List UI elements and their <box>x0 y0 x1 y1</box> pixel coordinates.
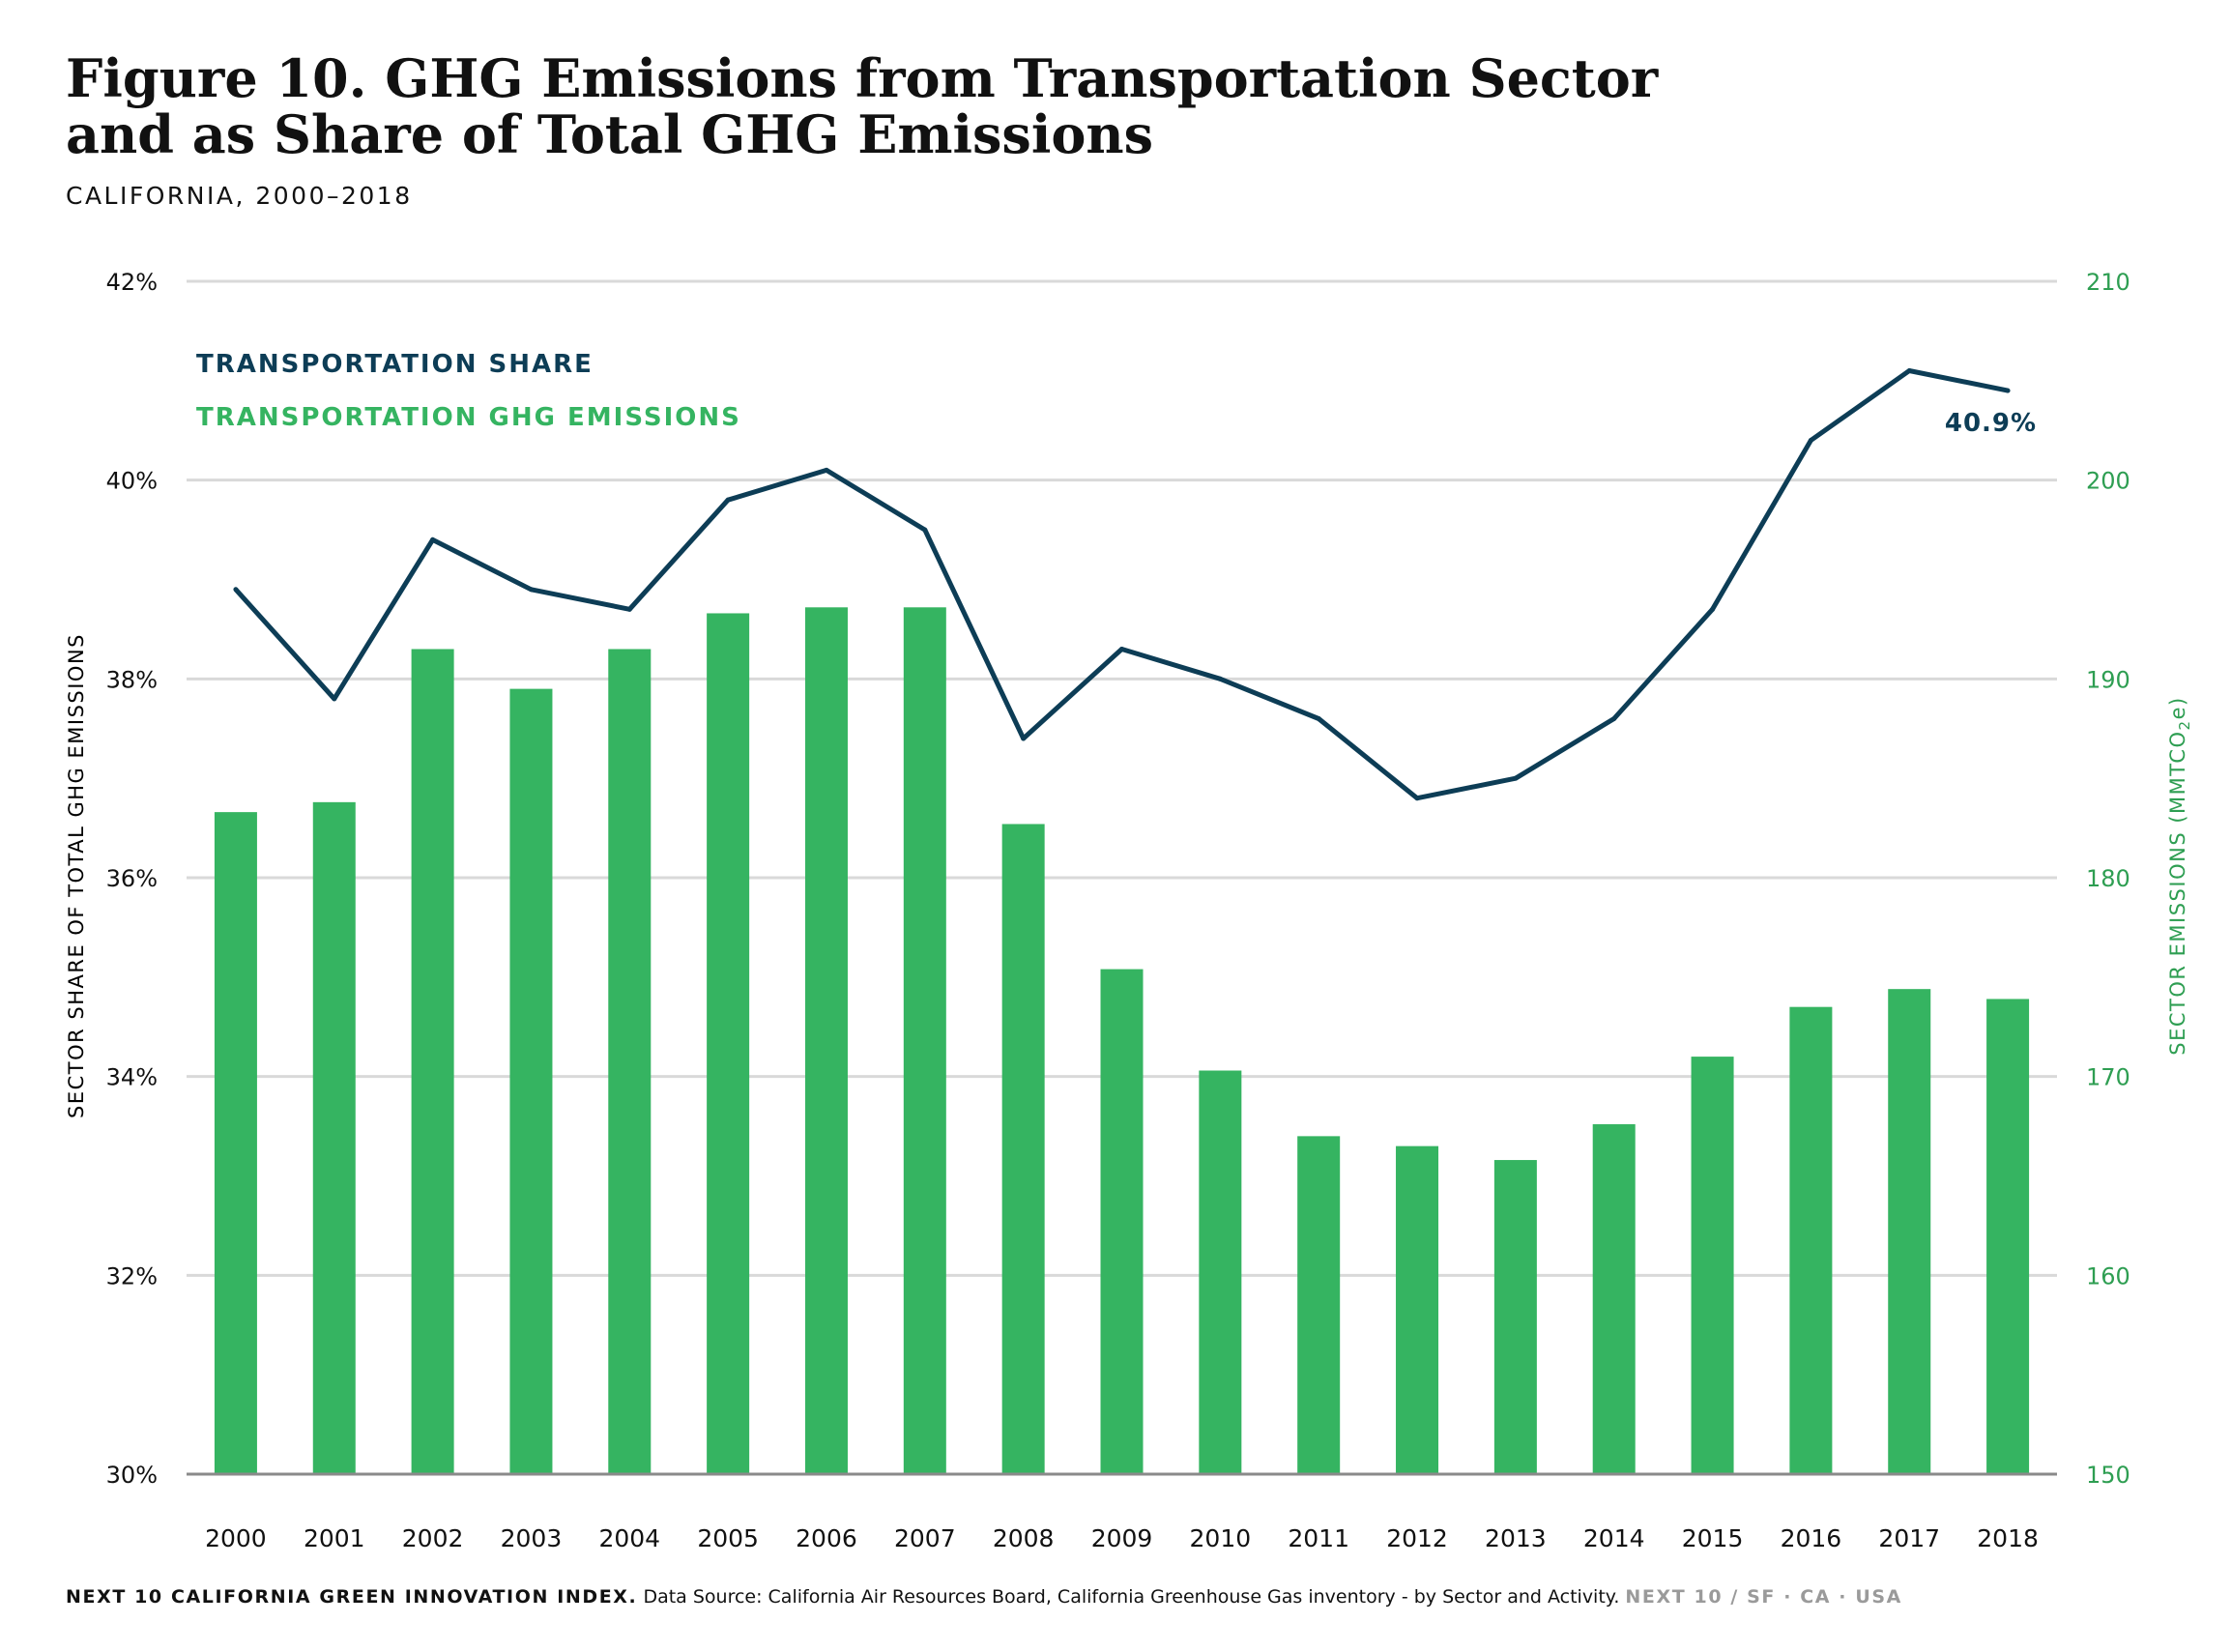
right-tick-label: 160 <box>2086 1262 2130 1290</box>
axes: 42% 210 40% 200 38% 190 36% 180 34% 170 32% 160 30% 1… <box>106 269 2130 1552</box>
share-point-2001 <box>332 696 337 702</box>
share-point-2012 <box>1414 796 1420 801</box>
bar-2011 <box>1297 1136 1341 1474</box>
right-tick-label: 180 <box>2086 865 2130 892</box>
right-axis-label-end: e) <box>2166 696 2189 719</box>
bar-2000 <box>214 812 257 1474</box>
chart-title: Figure 10. GHG Emissions from Transporta… <box>66 47 1659 165</box>
x-tick-label: 2000 <box>205 1524 267 1552</box>
footer-tag: NEXT 10 / SF · CA · USA <box>1625 1586 1902 1608</box>
share-point-2014 <box>1611 715 1617 721</box>
x-tick-label: 2008 <box>993 1524 1055 1552</box>
x-tick-label: 2002 <box>402 1524 464 1552</box>
bar-2012 <box>1396 1145 1439 1474</box>
x-tick-label: 2004 <box>598 1524 660 1552</box>
x-tick-label: 2007 <box>894 1524 956 1552</box>
left-tick-label: 34% <box>106 1064 158 1091</box>
bar-2007 <box>903 607 946 1474</box>
bar-2014 <box>1592 1124 1636 1474</box>
share-point-2003 <box>528 587 534 593</box>
x-tick-label: 2005 <box>697 1524 759 1552</box>
legend-transportation-share: TRANSPORTATION SHARE <box>196 350 594 379</box>
share-point-2015 <box>1710 606 1716 612</box>
x-tick-label: 2014 <box>1583 1524 1645 1552</box>
share-point-2010 <box>1217 676 1223 681</box>
line-series <box>233 368 2011 801</box>
share-point-2016 <box>1808 438 1813 444</box>
x-tick-label: 2009 <box>1091 1524 1153 1552</box>
right-axis-label: SECTOR EMISSIONS (MMTCO2e) <box>2166 696 2193 1055</box>
bar-2005 <box>707 613 750 1474</box>
x-tick-label: 2010 <box>1190 1524 1252 1552</box>
left-tick-label: 36% <box>106 865 158 892</box>
left-tick-label: 40% <box>106 468 158 495</box>
right-tick-label: 210 <box>2086 269 2130 296</box>
share-point-2008 <box>1021 736 1027 741</box>
share-point-2004 <box>626 606 632 612</box>
x-tick-label: 2001 <box>304 1524 365 1552</box>
x-tick-label: 2003 <box>501 1524 563 1552</box>
footer-source: Data Source: California Air Resources Bo… <box>643 1586 1620 1608</box>
legend-transportation-emissions: TRANSPORTATION GHG EMISSIONS <box>196 403 741 432</box>
right-tick-label: 200 <box>2086 468 2130 495</box>
x-tick-label: 2012 <box>1386 1524 1448 1552</box>
bar-2018 <box>1986 999 2030 1474</box>
bar-2002 <box>411 649 454 1474</box>
right-tick-label: 150 <box>2086 1462 2130 1489</box>
bar-2008 <box>1001 824 1045 1474</box>
share-point-2009 <box>1119 646 1124 652</box>
chart-subtitle: CALIFORNIA, 2000–2018 <box>66 182 413 210</box>
x-tick-label: 2015 <box>1682 1524 1744 1552</box>
x-tick-label: 2006 <box>796 1524 857 1552</box>
bar-series <box>214 607 2030 1474</box>
bar-2017 <box>1888 989 1931 1474</box>
left-tick-label: 38% <box>106 666 158 693</box>
bar-2009 <box>1100 969 1144 1474</box>
left-tick-label: 42% <box>106 269 158 296</box>
left-tick-label: 32% <box>106 1262 158 1290</box>
share-point-2013 <box>1513 775 1519 781</box>
left-axis-label: SECTOR SHARE OF TOTAL GHG EMISSIONS <box>65 633 88 1118</box>
right-axis-label-subscript: 2 <box>2176 719 2193 730</box>
bar-2004 <box>608 649 652 1474</box>
x-tick-label: 2017 <box>1878 1524 1940 1552</box>
x-tick-label: 2013 <box>1485 1524 1547 1552</box>
x-tick-label: 2011 <box>1288 1524 1349 1552</box>
footer-brand: NEXT 10 CALIFORNIA GREEN INNOVATION INDE… <box>66 1586 638 1608</box>
right-tick-label: 170 <box>2086 1064 2130 1091</box>
share-point-2007 <box>922 527 928 533</box>
share-point-2000 <box>233 587 239 593</box>
share-point-2011 <box>1316 715 1321 721</box>
share-point-2018 <box>2005 388 2011 393</box>
x-tick-label: 2018 <box>1977 1524 2039 1552</box>
bar-2001 <box>312 801 356 1474</box>
bar-2016 <box>1789 1006 1833 1474</box>
bar-2010 <box>1199 1070 1242 1474</box>
bar-2003 <box>509 688 553 1474</box>
share-line <box>234 368 2009 801</box>
footer: NEXT 10 CALIFORNIA GREEN INNOVATION INDE… <box>66 1586 1902 1608</box>
share-point-2005 <box>725 497 731 503</box>
share-point-2017 <box>1906 368 1912 374</box>
x-tick-label: 2016 <box>1781 1524 1842 1552</box>
right-tick-label: 190 <box>2086 666 2130 693</box>
data-label-2018-share: 40.9% <box>1945 409 2037 438</box>
share-point-2002 <box>430 536 436 542</box>
bar-2015 <box>1691 1057 1734 1474</box>
bar-2013 <box>1493 1160 1537 1474</box>
share-point-2006 <box>824 467 829 473</box>
left-tick-label: 30% <box>106 1462 158 1489</box>
bar-2006 <box>804 607 848 1474</box>
